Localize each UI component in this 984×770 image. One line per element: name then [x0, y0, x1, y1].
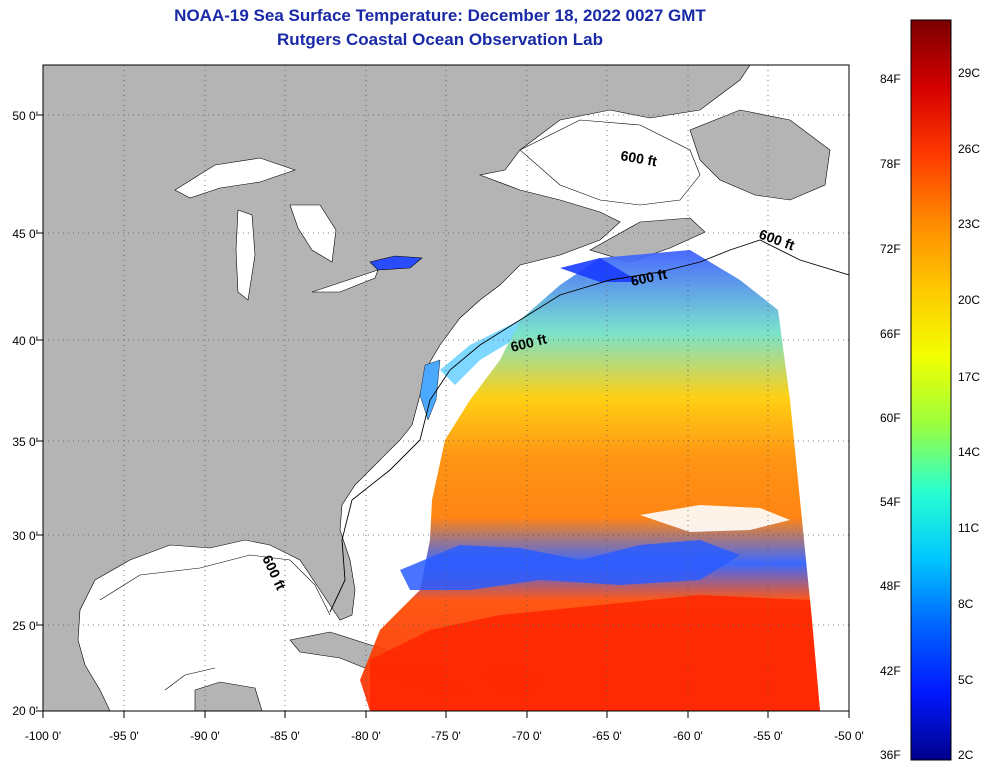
lat-tick-label: 35 0': [12, 435, 38, 449]
colorbar-c-label: 2C: [958, 748, 974, 762]
colorbar-f-label: 54F: [880, 495, 901, 509]
sst-warm-south: [370, 595, 820, 711]
lon-tick-label: -60 0': [673, 729, 703, 743]
lake-huron: [289, 204, 337, 263]
gulf-st-lawrence: [519, 119, 701, 206]
lat-tick-label: 20 0': [12, 704, 38, 718]
lon-tick-label: -70 0': [512, 729, 542, 743]
colorbar-c-label: 23C: [958, 217, 981, 231]
lon-tick-label: -95 0': [109, 729, 139, 743]
colorbar-c-label: 11C: [958, 521, 980, 535]
lon-tick-label: -55 0': [753, 729, 783, 743]
lake-erie: [311, 269, 379, 293]
colorbar: [910, 19, 952, 761]
colorbar-f-label: 84F: [880, 72, 901, 86]
colorbar-c-label: 20C: [958, 293, 981, 307]
colorbar-c-label: 5C: [958, 673, 974, 687]
sst-cool-patch: [400, 540, 740, 590]
land-yucatan: [194, 681, 263, 711]
lon-tick-label: -65 0': [592, 729, 622, 743]
colorbar-c-label: 26C: [958, 142, 981, 156]
land-newfoundland: [689, 109, 831, 201]
lake-ontario: [369, 255, 423, 271]
colorbar-f-label: 60F: [880, 411, 901, 425]
lon-tick-label: -75 0': [431, 729, 461, 743]
colorbar-f-label: 48F: [880, 579, 901, 593]
lake-michigan: [235, 209, 256, 301]
colorbar-f-label: 72F: [880, 242, 901, 256]
lake-superior: [174, 157, 296, 199]
colorbar-c-label: 14C: [958, 445, 981, 459]
sst-coastal-cool: [560, 258, 640, 282]
colorbar-f-label: 66F: [880, 327, 901, 341]
lon-tick-label: -90 0': [190, 729, 220, 743]
colorbar-f-label: 36F: [880, 748, 901, 762]
lon-tick-label: -50 0': [834, 729, 864, 743]
colorbar-c-label: 29C: [958, 66, 981, 80]
lat-tick-label: 25 0': [12, 619, 38, 633]
lon-tick-label: -100 0': [25, 729, 61, 743]
sst-shelf-cool: [440, 320, 520, 385]
chesapeake-bay: [419, 359, 441, 421]
lat-tick-label: 40 0': [12, 334, 38, 348]
lon-tick-label: -80 0': [351, 729, 381, 743]
colorbar-c-label: 8C: [958, 597, 974, 611]
lat-tick-label: 50 0': [12, 109, 38, 123]
map-title: NOAA-19 Sea Surface Temperature: Decembe…: [174, 6, 706, 25]
colorbar-f-label: 42F: [880, 664, 901, 678]
land-mass: [43, 65, 751, 711]
lat-tick-label: 30 0': [12, 529, 38, 543]
colorbar-c-label: 17C: [958, 370, 981, 384]
lat-tick-labels: 50 0' 45 0' 40 0' 35 0' 30 0' 25 0' 20 0…: [12, 109, 38, 718]
sst-cloud-band: [640, 505, 790, 532]
colorbar-f-label: 78F: [880, 157, 901, 171]
map-subtitle: Rutgers Coastal Ocean Observation Lab: [277, 30, 603, 49]
tick-marks: [36, 114, 850, 718]
depth-contour-600ft: [329, 239, 849, 613]
lat-tick-label: 45 0': [12, 227, 38, 241]
lon-tick-labels: -100 0' -95 0' -90 0' -85 0' -80 0' -75 …: [25, 729, 864, 743]
contour-label: 600 ft: [629, 266, 668, 289]
contour-label: 600 ft: [619, 147, 658, 169]
lon-tick-label: -85 0': [270, 729, 300, 743]
